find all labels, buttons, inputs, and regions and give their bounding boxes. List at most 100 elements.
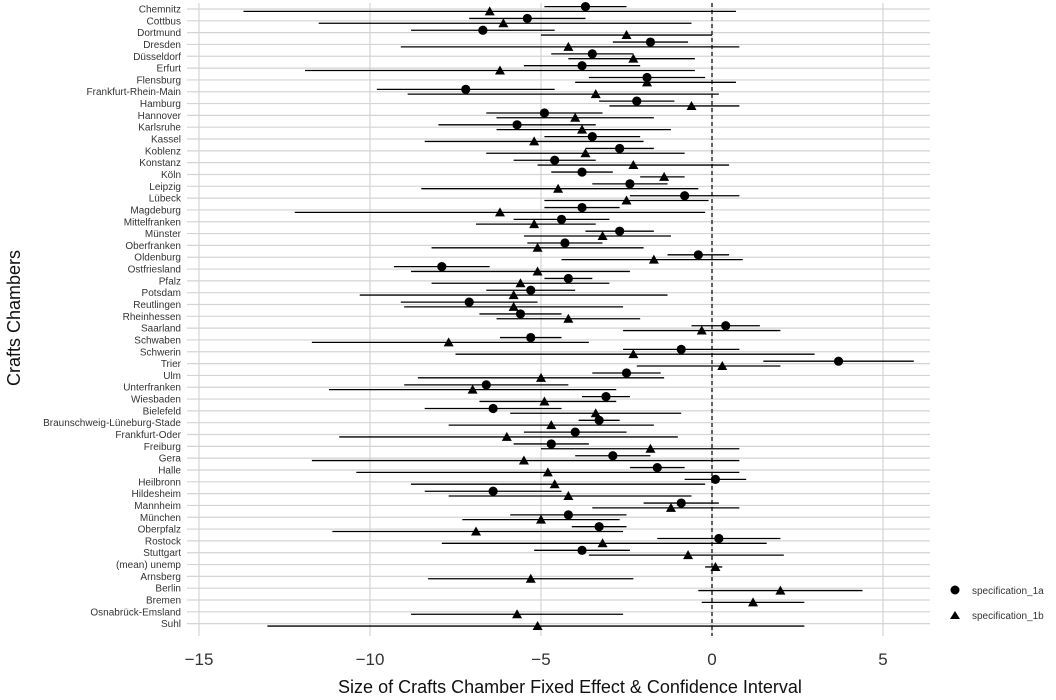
point-1b (563, 491, 574, 501)
y-tick-label: Magdeburg (130, 205, 181, 216)
y-axis-title: Crafts Chambers (4, 250, 24, 386)
point-1b (590, 408, 601, 418)
x-tick-label: −15 (185, 650, 214, 669)
y-tick-label: Reutlingen (133, 300, 181, 311)
y-tick-label: Rostock (145, 536, 182, 547)
point-1a (632, 96, 642, 106)
y-tick-label: Hamburg (140, 99, 181, 110)
point-1a (601, 392, 611, 402)
point-1a (594, 522, 604, 532)
point-1a (652, 462, 662, 473)
data-layer (243, 2, 914, 631)
point-1a (488, 403, 498, 414)
point-1a (526, 332, 536, 343)
point-1b (621, 30, 632, 40)
point-1b (748, 597, 759, 607)
x-tick-label: −10 (356, 650, 385, 669)
point-1b (775, 585, 786, 595)
point-1a (461, 84, 471, 94)
y-tick-label: Köln (161, 170, 181, 181)
y-tick-label: Osnabrück-Emsland (90, 607, 181, 618)
point-1b (532, 621, 543, 631)
x-tick-label: 0 (707, 650, 716, 669)
point-1a (608, 451, 618, 461)
y-tick-label: Schwerin (140, 347, 181, 358)
y-tick-label: Koblenz (145, 146, 181, 157)
point-1b (597, 230, 608, 240)
point-1b (665, 502, 676, 512)
y-tick-label: Freiburg (144, 442, 181, 453)
y-tick-label: Hannover (138, 111, 182, 122)
point-1a (550, 155, 560, 165)
point-1b (563, 41, 574, 51)
point-1b (467, 384, 478, 394)
point-1a (512, 120, 522, 130)
point-1a (570, 427, 580, 437)
y-tick-label: Ulm (163, 371, 181, 382)
y-tick-label: Leipzig (149, 182, 181, 193)
point-1b (570, 112, 581, 122)
y-tick-label: Konstanz (139, 158, 181, 169)
point-1a (526, 285, 536, 295)
point-1b (648, 254, 659, 264)
y-tick-label: Heilbronn (138, 477, 181, 488)
y-tick-label: Flensburg (137, 75, 181, 86)
y-tick-label: Oberfranken (125, 241, 181, 252)
point-1b (597, 538, 608, 548)
y-tick-label: Suhl (161, 619, 181, 630)
point-1a (714, 533, 724, 544)
y-tick-label: Gera (159, 454, 182, 465)
point-1a (577, 545, 587, 555)
y-tick-label: Oberpfalz (138, 525, 181, 536)
point-1a (437, 262, 447, 272)
point-1b (508, 301, 519, 311)
point-1b (686, 100, 697, 110)
y-tick-label: (mean) unemp (116, 560, 181, 571)
y-tick-label: Düsseldorf (133, 52, 181, 63)
point-1b (501, 431, 512, 441)
point-1a (560, 238, 570, 248)
point-1b (563, 313, 574, 323)
point-1b (549, 479, 560, 489)
legend-marker-circle (950, 585, 960, 595)
point-1b (484, 6, 495, 16)
y-tick-label: Halle (158, 465, 181, 476)
point-1b (642, 77, 653, 87)
point-1a (625, 179, 635, 189)
point-1b (628, 349, 639, 359)
y-tick-label: Oldenburg (134, 253, 181, 264)
point-1b (553, 183, 564, 193)
point-1b (494, 207, 505, 217)
point-1b (536, 514, 546, 524)
y-tick-label: Ostfriesland (128, 265, 181, 276)
y-tick-label: Chemnitz (139, 5, 181, 16)
point-1b (590, 89, 601, 99)
grid-layer (187, 3, 930, 636)
y-tick-label: Frankfurt-Rhein-Main (87, 87, 181, 98)
y-tick-label: Berlin (155, 584, 181, 595)
y-tick-label: Mittelfranken (124, 217, 181, 228)
y-tick-label: Arnsberg (140, 572, 181, 583)
y-tick-label: Schwaben (134, 335, 181, 346)
point-1b (518, 455, 529, 465)
y-tick-label: Pfalz (159, 276, 181, 287)
legend-label-1b: specification_1b (972, 611, 1044, 622)
y-tick-label: Saarland (141, 324, 181, 335)
point-1a (563, 510, 573, 520)
point-1b (498, 18, 509, 28)
y-tick-label: Cottbus (147, 16, 181, 27)
y-tick-label: Stuttgart (143, 548, 181, 559)
point-1a (680, 191, 690, 201)
x-axis-title: Size of Crafts Chamber Fixed Effect & Co… (338, 677, 802, 697)
point-1b (471, 526, 482, 536)
point-1b (628, 160, 639, 170)
y-tick-label: Wiesbaden (131, 395, 181, 406)
y-tick-label: Karlsruhe (138, 123, 181, 134)
point-1a (488, 486, 498, 496)
legend: specification_1a specification_1b (950, 585, 1044, 622)
y-tick-label: Braunschweig-Lüneburg-Stade (43, 418, 181, 429)
point-1b (515, 278, 526, 288)
point-1a (615, 143, 625, 154)
point-1b (539, 396, 550, 406)
